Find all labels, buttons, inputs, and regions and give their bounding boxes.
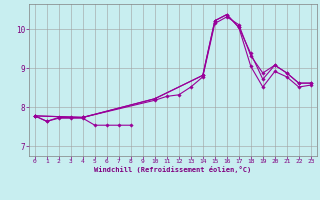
- X-axis label: Windchill (Refroidissement éolien,°C): Windchill (Refroidissement éolien,°C): [94, 166, 252, 173]
